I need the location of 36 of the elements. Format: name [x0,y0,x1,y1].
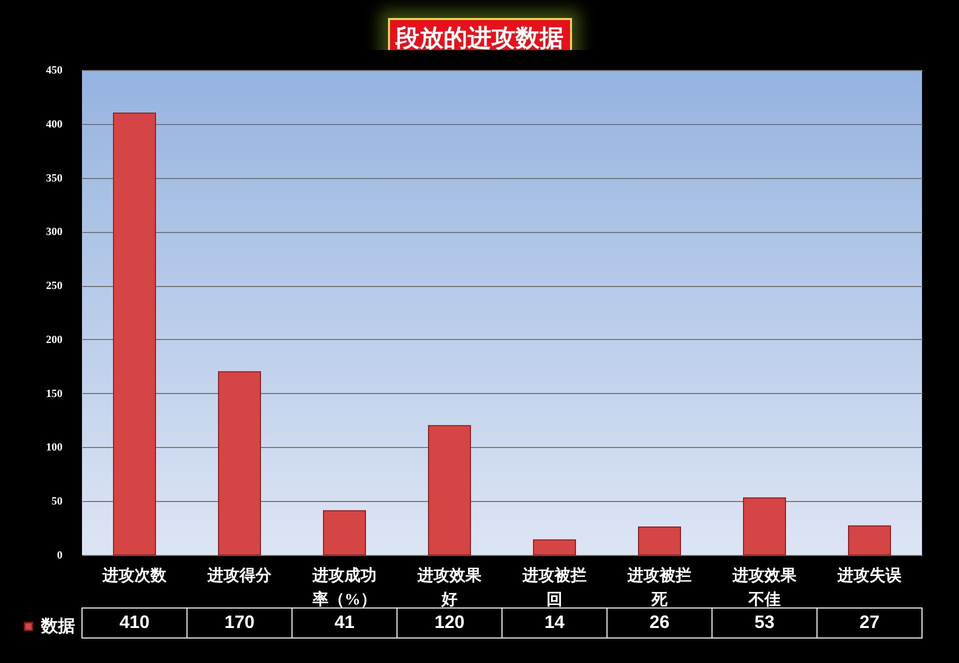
y-tick-label: 0 [57,550,63,562]
data-label: 410 [119,612,150,632]
x-tick-label: 进攻成功率（%） [312,566,376,608]
bar [323,510,366,556]
bar [218,371,261,556]
bar [533,539,576,556]
bar [638,526,681,556]
y-tick-label: 150 [46,388,63,400]
data-label: 170 [224,612,255,632]
data-label: 26 [649,612,670,632]
bar [113,112,156,556]
y-tick-label: 50 [52,496,63,508]
x-tick-label: 进攻被拦死 [626,566,692,608]
y-tick-label: 250 [46,280,63,292]
x-tick-label: 进攻得分 [206,566,272,584]
bar [428,425,471,556]
x-tick-label: 进攻被拦回 [522,566,586,608]
data-label: 41 [334,612,355,632]
bar [743,497,786,556]
data-label: 27 [859,612,880,632]
x-tick-label: 进攻次数 [102,566,168,584]
x-tick-label: 进攻效果不佳 [732,566,798,608]
bar [848,525,891,556]
y-tick-label: 300 [46,226,63,238]
y-tick-label: 100 [46,442,63,454]
x-tick-label: 进攻效果好 [416,566,482,608]
legend-label: 数据 [40,616,75,636]
data-label: 53 [754,612,775,632]
data-label: 120 [434,612,465,632]
y-tick-label: 400 [46,118,63,130]
y-tick-label: 350 [46,172,63,184]
data-label: 14 [544,612,565,632]
y-tick-label: 200 [46,334,63,346]
y-tick-label: 450 [46,64,63,76]
x-tick-label: 进攻失误 [836,566,902,584]
chart-title: 段放的进攻数据 [388,18,572,58]
